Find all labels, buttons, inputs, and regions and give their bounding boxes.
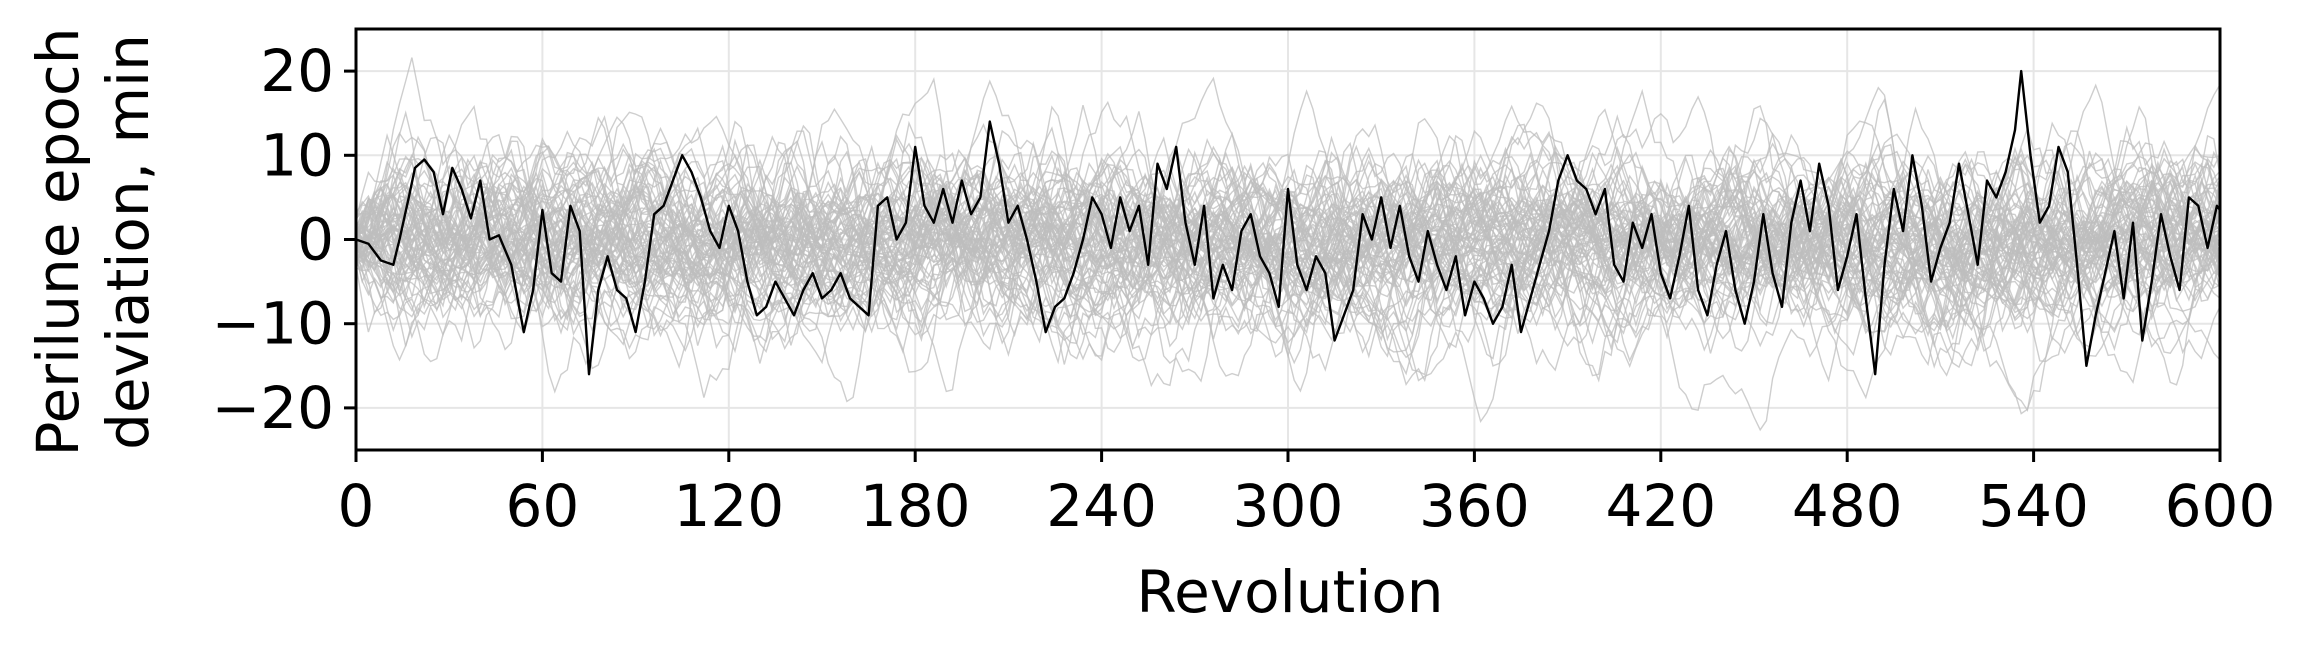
highlighted-series [355, 69, 2221, 376]
x-tick-label: 420 [1605, 472, 1716, 540]
highlight-line [355, 69, 2221, 376]
ensemble-line [355, 164, 2221, 321]
x-tick-label: 600 [2165, 472, 2276, 540]
ensemble-line [355, 140, 2221, 360]
y-tick-label: 20 [260, 37, 334, 105]
x-tick-label: 360 [1419, 472, 1530, 540]
ensemble-line [355, 142, 2221, 326]
ensemble-line [355, 166, 2221, 325]
ensemble-line [355, 148, 2221, 352]
y-axis-ticks: 20 10 0 −10 −20 [212, 37, 356, 442]
ensemble-line [355, 174, 2221, 290]
x-tick-label: 540 [1978, 472, 2089, 540]
y-axis-label-line-1: Perilune epoch [24, 28, 92, 457]
x-axis-label: Revolution [1136, 558, 1443, 626]
x-tick-label: 0 [338, 472, 375, 540]
ensemble-line [355, 179, 2221, 301]
ensemble-line [355, 88, 2221, 369]
ensemble-line [355, 155, 2221, 331]
y-tick-label: 10 [260, 121, 334, 189]
ensemble-line [355, 188, 2221, 323]
ensemble-line [355, 115, 2221, 325]
x-tick-label: 60 [505, 472, 579, 540]
y-axis-label-line-2: deviation, min [94, 34, 162, 450]
y-tick-label: −10 [212, 290, 334, 358]
x-tick-label: 120 [673, 472, 784, 540]
x-tick-label: 240 [1046, 472, 1157, 540]
y-tick-label: 0 [297, 206, 334, 274]
x-axis-ticks: 0 60 120 180 240 300 360 420 480 540 600 [338, 450, 2276, 540]
x-tick-label: 300 [1233, 472, 1344, 540]
x-tick-label: 180 [860, 472, 971, 540]
y-tick-label: −20 [212, 374, 334, 442]
ensemble-line [355, 105, 2221, 387]
ensemble-line [355, 157, 2221, 334]
x-tick-label: 480 [1792, 472, 1903, 540]
